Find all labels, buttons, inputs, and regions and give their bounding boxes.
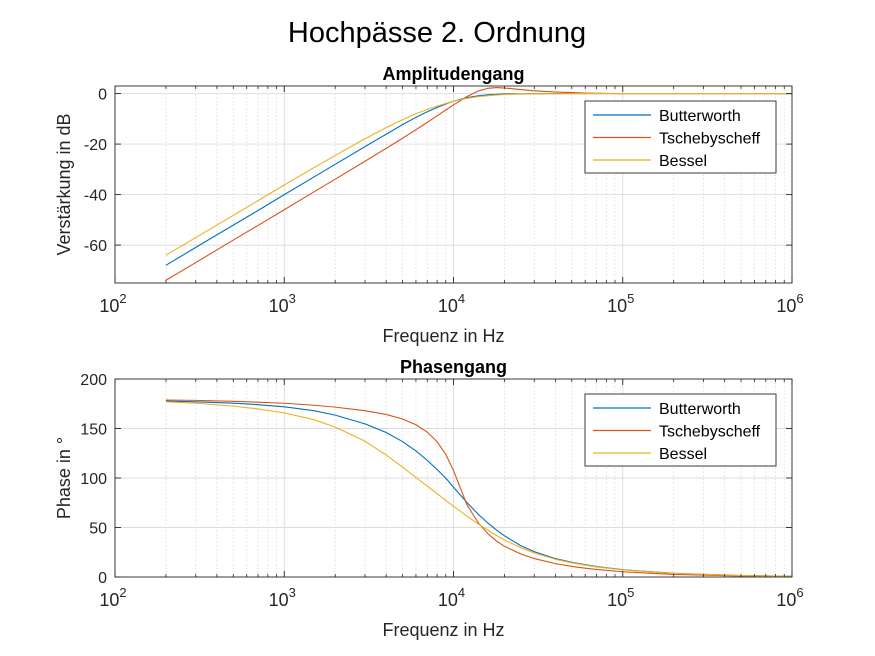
y-tick-label: 150 [80, 422, 107, 439]
figure-title: Hochpässe 2. Ordnung [288, 17, 586, 49]
series-line-tschebyscheff [165, 399, 792, 577]
legend-label-tschebyscheff: Tschebyscheff [659, 131, 761, 148]
x-tick-label: 102 [99, 291, 126, 316]
y-tick-label: -20 [84, 137, 107, 154]
legend-label-bessel: Bessel [659, 153, 707, 170]
x-tick-label: 105 [607, 291, 634, 316]
y-tick-label: 0 [98, 570, 107, 587]
legend-label-butterworth: Butterworth [659, 108, 741, 125]
phase-legend: Butterworth Tschebyscheff Bessel [584, 393, 777, 467]
amplitude-chart: 102 103 104 105 106 0 -20 -40 -60 Amplitudengang F… [54, 64, 804, 346]
y-tick-label: 50 [89, 521, 107, 538]
phase-series-lines [165, 399, 792, 577]
series-line-bessel [165, 401, 792, 577]
x-tick-label: 105 [607, 585, 634, 610]
amplitude-legend: Butterworth Tschebyscheff Bessel [584, 100, 777, 174]
phase-x-axis-label: Frequenz in Hz [382, 620, 504, 640]
y-tick-label: 0 [98, 87, 107, 104]
phase-chart-title: Phasengang [400, 357, 507, 377]
amplitude-series-lines [165, 86, 792, 281]
legend-label-bessel: Bessel [659, 446, 707, 463]
amplitude-chart-title: Amplitudengang [383, 64, 525, 84]
x-tick-label: 103 [269, 291, 296, 316]
amplitude-x-axis-label: Frequenz in Hz [382, 326, 504, 346]
y-tick-label: -60 [84, 238, 107, 255]
x-tick-label: 103 [269, 585, 296, 610]
y-tick-label: -40 [84, 188, 107, 205]
x-tick-label: 104 [438, 291, 465, 316]
x-tick-label: 106 [776, 291, 803, 316]
x-tick-label: 106 [776, 585, 803, 610]
x-tick-label: 104 [438, 585, 465, 610]
y-tick-label: 200 [80, 372, 107, 389]
phase-chart: 102 103 104 105 106 0 50 100 150 200 Phasengang Fre… [54, 357, 804, 640]
amplitude-y-axis-label: Verstärkung in dB [54, 113, 74, 255]
legend-label-butterworth: Butterworth [659, 401, 741, 418]
phase-y-axis-label: Phase in ° [54, 437, 74, 519]
x-tick-label: 102 [99, 585, 126, 610]
series-line-bessel [165, 93, 792, 256]
legend-label-tschebyscheff: Tschebyscheff [659, 424, 761, 441]
y-tick-label: 100 [80, 471, 107, 488]
